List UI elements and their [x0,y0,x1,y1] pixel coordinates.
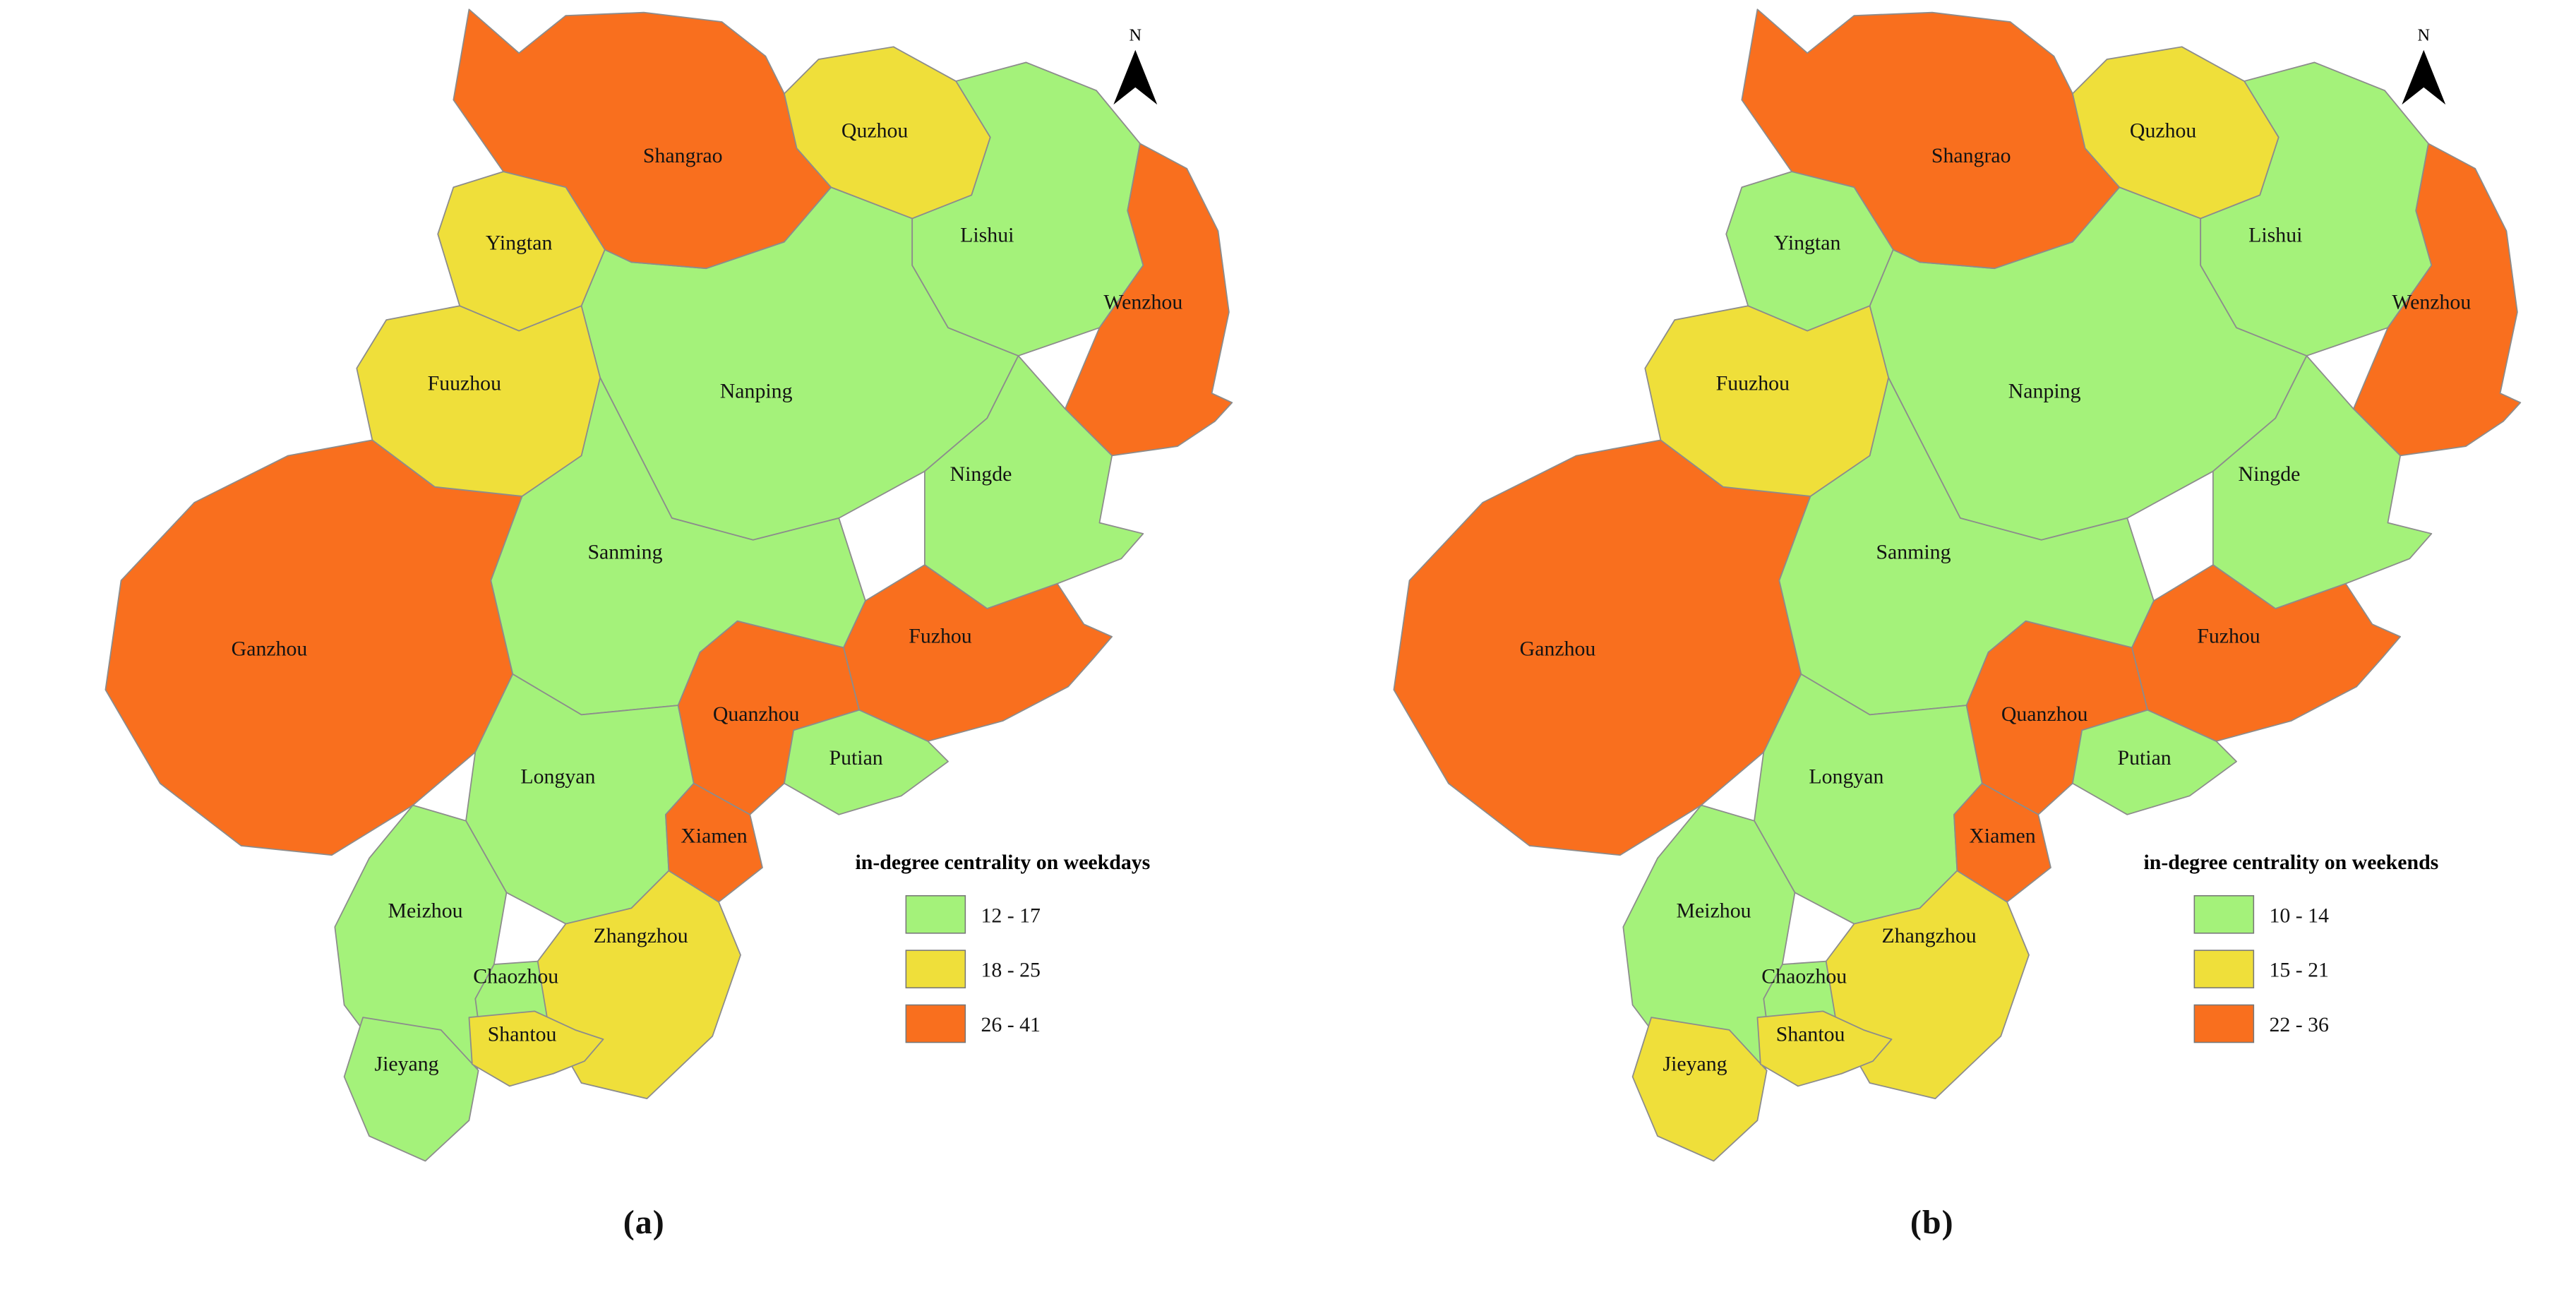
weekend-in-degree-centrality-map: Shangrao Quzhou Lishui Wenzhou Yingtan Fuuzho… [1393,8,2521,1162]
region-xiamen [1953,782,2051,903]
region-quanzhou [677,620,861,815]
region-label-ganzhou: Ganzhou [1519,637,1595,660]
region-label-wenzhou: Wenzhou [2392,291,2471,314]
weekday-in-degree-centrality-map: Shangrao Quzhou Lishui Wenzhou Yingtan Fuuzho… [104,8,1233,1162]
region-ningde [924,355,1144,609]
region-label-yingtan: Yingtan [1774,232,1841,255]
region-yingtan [437,171,606,332]
legend-swatch-orange [905,1004,966,1043]
region-label-ningde: Ningde [2238,462,2300,486]
region-shantou [468,1010,604,1087]
region-wenzhou [1065,143,1233,457]
region-quzhou [2071,46,2280,220]
north-arrow-icon [2402,49,2445,105]
region-label-zhangzhou: Zhangzhou [594,924,688,947]
legend-item-label: 18 - 25 [981,959,1041,982]
region-yingtan [1725,171,1894,332]
region-shantou [1756,1010,1893,1087]
region-label-shangrao: Shangrao [1931,144,2011,167]
caption-a: (a) [623,1204,665,1241]
legend-swatch-green [905,894,966,934]
region-label-sanming: Sanming [588,540,663,563]
north-arrow-label: N [2417,25,2430,44]
legend-item-label: 15 - 21 [2269,959,2329,982]
region-label-meizhou: Meizhou [1676,899,1751,923]
region-quanzhou [1965,620,2148,815]
region-label-fuzhou: Fuzhou [909,625,972,648]
region-label-yingtan: Yingtan [486,232,553,255]
region-label-nanping: Nanping [720,380,793,403]
region-wenzhou [2352,143,2521,457]
region-putian [784,709,949,815]
region-ningde [2212,355,2432,609]
region-label-chaozhou: Chaozhou [474,965,559,988]
region-quzhou [784,46,991,220]
legend-title: in-degree centrality on weekends [2143,851,2438,874]
region-label-longyan: Longyan [1809,765,1883,789]
legend-item-label: 10 - 14 [2269,904,2329,927]
region-xiamen [665,782,764,903]
region-label-quzhou: Quzhou [841,119,909,143]
region-label-sanming: Sanming [1876,540,1951,563]
region-jieyang [1631,1017,1768,1162]
legend-swatch-yellow [905,950,966,988]
region-label-fuzhou: Fuzhou [2197,625,2260,648]
legend-item-label: 26 - 41 [981,1013,1041,1036]
legend-swatch-orange [2193,1004,2254,1043]
region-label-putian: Putian [2117,746,2171,770]
caption-b: (b) [1910,1204,1954,1241]
legend-swatch-yellow [2193,950,2254,988]
region-label-longyan: Longyan [521,765,596,789]
region-label-shantou: Shantou [1775,1022,1845,1046]
region-label-lishui: Lishui [2248,224,2302,247]
north-arrow-label: N [1130,25,1142,44]
region-label-ningde: Ningde [950,462,1012,486]
region-label-wenzhou: Wenzhou [1104,291,1183,314]
region-label-chaozhou: Chaozhou [1761,965,1847,988]
region-label-quzhou: Quzhou [2130,119,2197,143]
region-label-shantou: Shantou [488,1022,557,1046]
region-label-fuuzhou: Fuuzhou [1715,372,1789,395]
region-label-quanzhou: Quanzhou [2001,702,2088,726]
legend-item-label: 12 - 17 [981,904,1041,927]
region-label-xiamen: Xiamen [1969,825,2036,848]
region-label-fuuzhou: Fuuzhou [428,372,501,395]
region-label-zhangzhou: Zhangzhou [1881,924,1976,947]
legend-swatch-green [2193,894,2254,934]
legend-item-label: 22 - 36 [2269,1013,2329,1036]
region-label-nanping: Nanping [2008,380,2081,403]
region-label-xiamen: Xiamen [681,825,748,848]
region-jieyang [343,1017,479,1162]
region-ganzhou [1393,439,1811,856]
region-label-jieyang: Jieyang [375,1052,439,1075]
region-label-putian: Putian [829,746,883,770]
region-label-ganzhou: Ganzhou [232,637,308,660]
region-ganzhou [104,439,523,856]
legend-title: in-degree centrality on weekdays [856,851,1151,874]
panel-b: Shangrao Quzhou Lishui Wenzhou Yingtan Fuuzho… [1288,0,2576,1242]
region-label-meizhou: Meizhou [388,899,463,923]
region-label-jieyang: Jieyang [1663,1052,1727,1075]
panel-a: Shangrao Quzhou Lishui Wenzhou Yingtan Fuuzho… [0,0,1288,1242]
region-label-shangrao: Shangrao [643,144,723,167]
region-label-lishui: Lishui [960,224,1014,247]
region-putian [2071,709,2237,815]
region-label-quanzhou: Quanzhou [713,702,800,726]
north-arrow-icon [1113,49,1158,105]
